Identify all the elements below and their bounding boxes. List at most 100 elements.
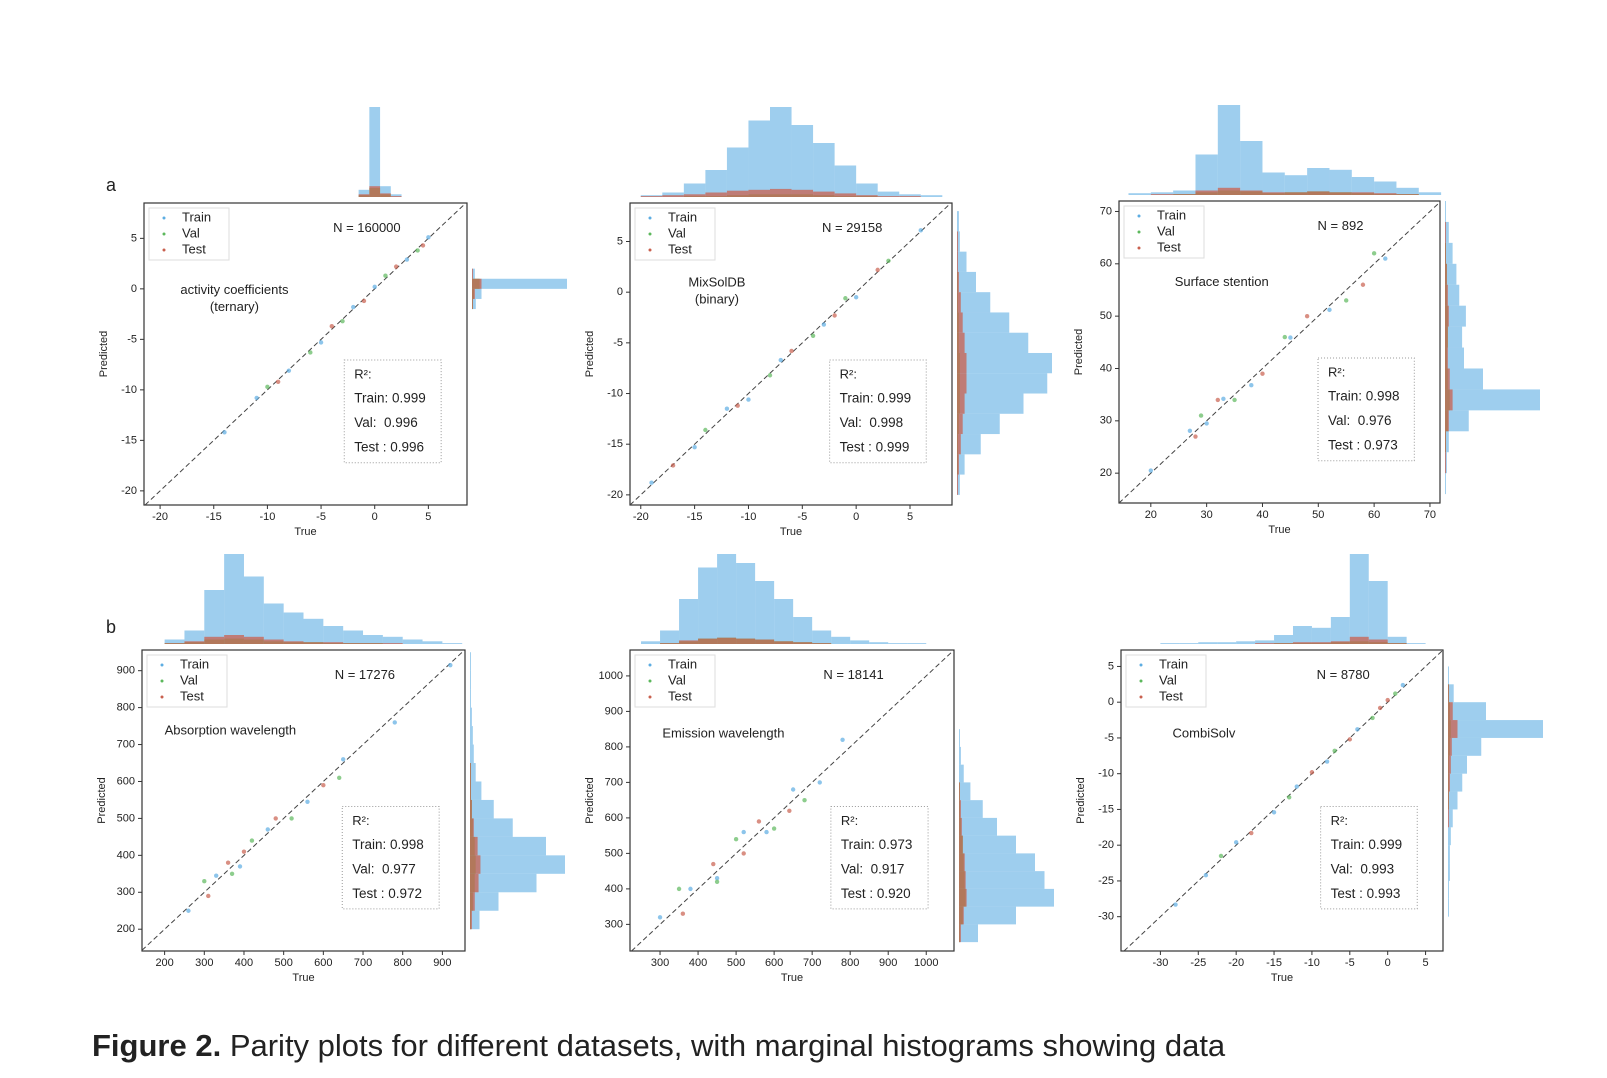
legend-frame — [1123, 205, 1205, 259]
point — [275, 379, 281, 384]
top-histogram-bar — [812, 643, 832, 644]
top-histogram-bar — [224, 635, 244, 644]
point — [237, 864, 243, 869]
y-tick-label: -15 — [121, 434, 137, 446]
point — [318, 340, 324, 345]
right-histogram-bar — [1445, 263, 1447, 285]
point — [206, 893, 211, 899]
x-tick-label: 800 — [394, 957, 412, 969]
point — [1249, 383, 1254, 388]
x-tick-label: 700 — [354, 957, 372, 969]
r2-value: Val: 0.976 — [1328, 413, 1392, 428]
top-histogram-bar — [770, 188, 792, 197]
right-histogram-bar — [470, 910, 480, 930]
top-histogram-bar — [184, 641, 205, 644]
point — [1347, 737, 1353, 742]
right-histogram-bar — [1448, 702, 1453, 721]
x-tick-label: 800 — [841, 957, 859, 969]
right-histogram-bar — [472, 268, 473, 279]
y-tick-label: -10 — [121, 384, 137, 396]
point — [1232, 397, 1237, 403]
top-histogram-bar — [679, 640, 699, 644]
top-histogram-bar — [1292, 642, 1312, 644]
point — [692, 445, 697, 450]
legend-label: Train — [182, 209, 211, 224]
legend-marker — [160, 679, 164, 683]
right-histogram-bar — [957, 271, 976, 293]
sample-count: N = 160000 — [333, 220, 401, 235]
legend-marker — [1137, 246, 1141, 250]
point — [404, 257, 410, 262]
x-tick-label: 500 — [274, 957, 292, 969]
x-tick-label: -20 — [633, 511, 649, 523]
x-tick-label: -15 — [206, 511, 222, 523]
right-histogram-bar — [470, 892, 475, 911]
point — [308, 350, 313, 355]
r2-title: R²: — [1328, 364, 1345, 379]
top-histogram-bar — [856, 183, 878, 197]
x-axis-label: True — [1268, 524, 1290, 536]
top-histogram-bar — [1262, 192, 1285, 195]
right-histogram-bar — [957, 413, 1000, 435]
x-tick-label: 600 — [314, 957, 332, 969]
x-tick-label: 600 — [765, 957, 783, 969]
r2-value: Test : 0.993 — [1331, 886, 1401, 901]
right-histogram-bar — [959, 888, 967, 907]
right-histogram-bar — [1445, 305, 1449, 327]
right-histogram-bar — [1445, 326, 1463, 348]
y-tick-label: 700 — [605, 776, 623, 788]
top-histogram-bar — [899, 194, 921, 197]
right-histogram-bar — [1448, 702, 1486, 721]
top-histogram-bar — [1150, 192, 1174, 195]
top-histogram-bar — [283, 641, 304, 644]
legend-label: Test — [668, 688, 692, 703]
top-histogram-bar — [755, 639, 775, 644]
x-tick-label: 40 — [1256, 509, 1268, 521]
right-histogram-bar — [470, 855, 481, 874]
legend-marker — [1139, 695, 1143, 699]
right-histogram-bar — [1445, 368, 1450, 390]
point — [1360, 282, 1366, 287]
y-tick-label: 40 — [1100, 362, 1112, 374]
x-tick-label: 900 — [879, 957, 897, 969]
y-tick-label: -20 — [1098, 839, 1114, 851]
top-histogram-bar — [1292, 626, 1312, 644]
point — [703, 427, 708, 433]
top-histogram-bar — [736, 638, 756, 644]
legend-marker — [648, 248, 652, 252]
right-histogram-bar — [470, 652, 471, 671]
r2-title: R²: — [352, 813, 369, 828]
x-tick-label: -15 — [687, 511, 703, 523]
point — [1385, 697, 1390, 703]
right-histogram-bar — [1448, 827, 1451, 846]
y-tick-label: -20 — [607, 489, 623, 501]
top-histogram-bar — [1262, 172, 1285, 195]
x-tick-label: 0 — [372, 511, 378, 523]
point — [265, 384, 270, 390]
top-histogram-bar — [363, 635, 383, 644]
x-axis-label: True — [781, 972, 803, 984]
top-histogram-bar — [1274, 635, 1293, 644]
top-histogram-bar — [343, 630, 364, 644]
point — [1218, 853, 1224, 859]
dataset-label: Absorption wavelength — [165, 723, 297, 738]
right-histogram-bar — [472, 278, 567, 289]
point — [1286, 795, 1292, 800]
right-histogram-bar — [1448, 898, 1449, 917]
y-tick-label: 500 — [117, 812, 135, 824]
r2-box — [341, 806, 440, 910]
y-tick-label: 900 — [117, 665, 135, 677]
right-histogram-bar — [470, 799, 472, 819]
y-tick-label: -25 — [1098, 875, 1114, 887]
identity-line — [631, 649, 955, 952]
right-histogram-bar — [1448, 791, 1458, 810]
right-histogram-bar — [959, 817, 997, 836]
top-histogram-bar — [698, 567, 718, 644]
point — [735, 403, 740, 408]
top-histogram-bar — [683, 194, 706, 197]
point — [817, 780, 822, 785]
right-histogram-bar — [957, 271, 959, 293]
top-histogram-bar — [698, 638, 718, 644]
x-tick-label: -5 — [1345, 957, 1355, 969]
top-histogram-bar — [1255, 640, 1275, 644]
